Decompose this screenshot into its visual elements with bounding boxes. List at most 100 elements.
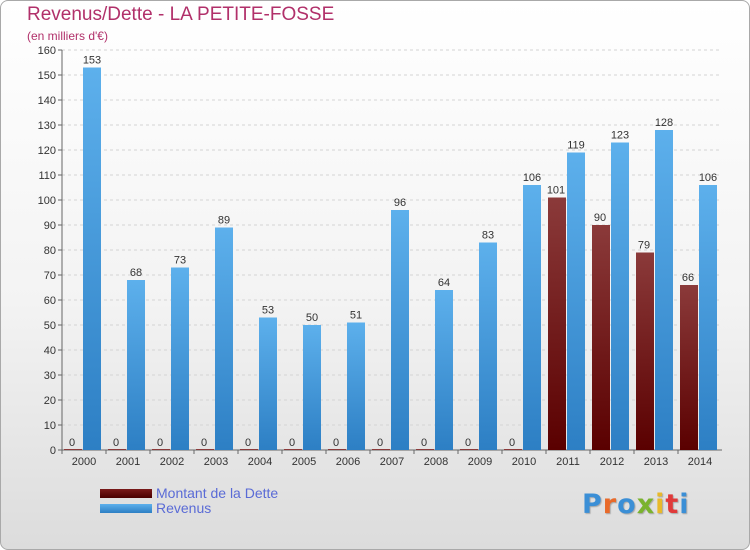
y-tick-label: 20: [44, 395, 56, 407]
data-label-revenus: 89: [218, 215, 230, 227]
x-tick-label: 2013: [644, 456, 668, 468]
legend-label-revenus: Revenus: [156, 500, 212, 516]
data-label-revenus: 64: [438, 277, 450, 289]
y-tick-label: 150: [38, 70, 56, 82]
x-tick-label: 2009: [468, 456, 492, 468]
chart-title: Revenus/Dette - LA PETITE-FOSSE: [27, 4, 335, 25]
y-tick-label: 30: [44, 370, 56, 382]
bar-debt: [64, 449, 82, 450]
y-tick-label: 130: [38, 120, 56, 132]
data-label-revenus: 68: [130, 267, 142, 279]
y-tick-label: 100: [38, 195, 56, 207]
y-tick-label: 90: [44, 220, 56, 232]
bar-debt: [196, 449, 214, 450]
y-tick-label: 10: [44, 420, 56, 432]
bar-debt: [284, 449, 302, 450]
y-tick-label: 120: [38, 145, 56, 157]
bar-debt: [592, 225, 610, 450]
data-label-debt: 0: [289, 437, 295, 449]
data-label-debt: 0: [113, 437, 119, 449]
data-label-debt: 0: [509, 437, 515, 449]
data-label-revenus: 83: [482, 230, 494, 242]
logo-letter: i: [655, 489, 666, 520]
x-tick-label: 2003: [204, 456, 228, 468]
logo-letter: t: [665, 489, 680, 520]
data-label-revenus: 153: [83, 55, 101, 67]
bar-debt: [152, 449, 170, 450]
y-tick-label: 60: [44, 295, 56, 307]
data-label-debt: 90: [594, 212, 606, 224]
bar-debt: [460, 449, 478, 450]
data-label-revenus: 51: [350, 310, 362, 322]
data-label-debt: 0: [333, 437, 339, 449]
data-label-debt: 0: [377, 437, 383, 449]
bar-revenus: [347, 322, 365, 450]
data-label-revenus: 96: [394, 197, 406, 209]
x-tick-label: 2008: [424, 456, 448, 468]
data-label-debt: 79: [638, 240, 650, 252]
data-label-debt: 0: [465, 437, 471, 449]
data-label-revenus: 106: [699, 172, 717, 184]
bar-revenus: [435, 290, 453, 450]
data-label-revenus: 50: [306, 312, 318, 324]
x-tick-label: 2011: [556, 456, 580, 468]
y-tick-label: 40: [44, 345, 56, 357]
bar-revenus: [699, 185, 717, 450]
bar-revenus: [523, 185, 541, 450]
legend-swatch-revenus: [100, 504, 152, 513]
bar-revenus: [611, 142, 629, 450]
y-tick-label: 160: [38, 45, 56, 57]
logo-letter: i: [679, 489, 690, 520]
x-tick-label: 2002: [160, 456, 184, 468]
logo-letter: x: [636, 489, 656, 520]
bar-debt: [680, 285, 698, 450]
data-label-debt: 0: [245, 437, 251, 449]
y-tick-label: 50: [44, 320, 56, 332]
label-layer: 0 153 0 68 0 73 0 89 0 53 0 50 0 51 0 96 0 64 0 83 0 106 101 11…: [69, 55, 717, 450]
bar-debt: [548, 197, 566, 450]
bar-debt: [372, 449, 390, 450]
bar-debt: [416, 449, 434, 450]
logo-letter: o: [617, 489, 637, 520]
logo-letter: r: [602, 489, 618, 520]
data-label-revenus: 119: [567, 140, 585, 152]
bar-layer: [64, 67, 717, 450]
data-label-revenus: 53: [262, 305, 274, 317]
chart-subtitle: (en milliers d'€): [27, 29, 108, 43]
x-tick-label: 2007: [380, 456, 404, 468]
logo-letter: P: [582, 489, 603, 520]
data-label-revenus: 73: [174, 255, 186, 267]
legend-label-debt: Montant de la Dette: [156, 485, 279, 501]
data-label-debt: 101: [547, 185, 565, 197]
y-tick-label: 140: [38, 95, 56, 107]
x-tick-label: 2006: [336, 456, 360, 468]
x-tick-label: 2001: [116, 456, 140, 468]
data-label-debt: 66: [682, 272, 694, 284]
y-tick-label: 70: [44, 270, 56, 282]
y-tick-label: 80: [44, 245, 56, 257]
data-label-debt: 0: [421, 437, 427, 449]
data-label-debt: 0: [69, 437, 75, 449]
data-label-revenus: 128: [655, 117, 673, 129]
bar-revenus: [171, 267, 189, 450]
bar-revenus: [567, 152, 585, 450]
data-label-debt: 0: [201, 437, 207, 449]
y-tick-label: 110: [38, 170, 56, 182]
x-tick-label: 2014: [688, 456, 712, 468]
data-label-debt: 0: [157, 437, 163, 449]
x-tick-label: 2000: [72, 456, 96, 468]
data-label-revenus: 106: [523, 172, 541, 184]
bar-debt: [636, 252, 654, 450]
y-tick-label: 0: [50, 445, 56, 457]
bar-revenus: [215, 227, 233, 450]
x-tick-label: 2012: [600, 456, 624, 468]
bar-revenus: [83, 67, 101, 450]
proxiti-logo: Proxiti: [582, 489, 690, 520]
bar-revenus: [391, 210, 409, 450]
x-tick-label: 2004: [248, 456, 272, 468]
bar-debt: [240, 449, 258, 450]
data-label-revenus: 123: [611, 130, 629, 142]
bar-revenus: [655, 130, 673, 450]
bar-revenus: [127, 280, 145, 450]
